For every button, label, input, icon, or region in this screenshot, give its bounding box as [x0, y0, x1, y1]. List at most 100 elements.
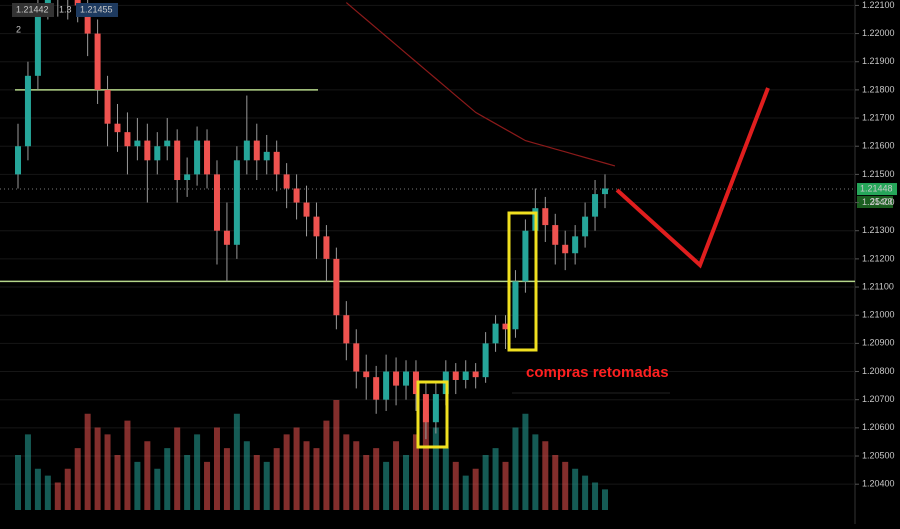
moving-average [345, 2, 616, 167]
candle-body [303, 202, 310, 217]
candle-body [15, 146, 21, 175]
last-price-label: 1.21448 [860, 183, 893, 193]
volume-bar [522, 413, 529, 510]
candle-body [283, 174, 290, 189]
volume-bar [24, 434, 31, 510]
candle-body [582, 216, 589, 237]
volume-bar [442, 448, 449, 510]
candle-body [164, 140, 171, 147]
candle-body [144, 140, 151, 161]
volume-bar [582, 475, 589, 510]
volume-bar [283, 434, 290, 510]
volume-bar [144, 441, 151, 510]
volume-bar [84, 413, 91, 510]
y-tick-label: 1.21900 [862, 56, 895, 66]
candle-body [343, 315, 350, 344]
volume-bar [64, 468, 71, 510]
volume-bar [412, 434, 419, 510]
volume-bar [263, 461, 270, 510]
plot-area [0, 0, 855, 510]
volume-bar [552, 455, 559, 510]
bid-price: 1.21442 [16, 4, 49, 14]
candle-body [263, 151, 270, 161]
y-tick-label: 1.21300 [862, 225, 895, 235]
candle-body [223, 230, 230, 245]
y-tick-label: 1.21400 [862, 197, 895, 207]
candle-body [542, 208, 549, 226]
volume-bar [472, 468, 479, 510]
volume-bar [313, 448, 320, 510]
volume-bar [74, 448, 81, 510]
volume-bar [532, 434, 539, 510]
candle-body [273, 151, 280, 175]
volume-bar [243, 441, 250, 510]
candle-body [452, 371, 459, 380]
candle-body [482, 343, 489, 378]
candle-body [323, 236, 330, 259]
price-box [12, 3, 54, 17]
y-tick-label: 1.21700 [862, 112, 895, 122]
volume-bar [154, 468, 161, 510]
candle-body [213, 174, 220, 231]
volume-bar [204, 461, 211, 510]
highlight-box [507, 211, 538, 352]
candle-body [253, 140, 260, 161]
volume-bar [343, 434, 350, 510]
volume-bar [223, 448, 230, 510]
annotation: compras retomadas [526, 364, 669, 381]
candle-body [363, 371, 370, 378]
indicator-count: 2 [16, 24, 21, 34]
candle-body [462, 371, 469, 380]
candle-body [422, 394, 429, 423]
candle-body [243, 140, 250, 161]
volume-bar [194, 434, 201, 510]
volume-bar [422, 413, 429, 510]
candle-body [552, 225, 559, 245]
volume-bar [393, 441, 400, 510]
volume-bar [502, 461, 509, 510]
candle-body [44, 0, 51, 6]
candle-body [174, 140, 181, 181]
volume-bar [572, 468, 579, 510]
candle-body [512, 281, 519, 330]
candle-body [204, 140, 211, 175]
countdown: 35:23 [870, 196, 893, 206]
candle-body [492, 323, 499, 344]
candle-body [502, 323, 509, 330]
volume-bar [602, 489, 608, 510]
volume-bar [164, 448, 171, 510]
volume-bar [492, 448, 499, 510]
volume-bar [273, 448, 280, 510]
volume-bar [34, 468, 41, 510]
y-tick-label: 1.21600 [862, 141, 895, 151]
candle-body [34, 5, 41, 76]
y-tick-label: 1.21500 [862, 169, 895, 179]
y-tick-label: 1.21800 [862, 84, 895, 94]
y-tick-label: 1.20900 [862, 338, 895, 348]
volume-bar [383, 461, 390, 510]
volume-bar [482, 455, 489, 510]
candle-body [373, 377, 380, 400]
volume-bar [94, 427, 101, 510]
candle-body [333, 258, 340, 316]
volume-bar [333, 400, 340, 510]
volume-bar [512, 427, 519, 510]
candle-body [74, 0, 81, 6]
ask-price: 1.21455 [80, 4, 113, 14]
volume-bar [134, 461, 141, 510]
candle-body [592, 194, 599, 217]
candle-body [313, 216, 320, 237]
volume-bar [363, 455, 370, 510]
projection-line [615, 87, 770, 269]
candle-body [184, 174, 191, 181]
last-price-box [857, 183, 897, 196]
candle-body [194, 140, 201, 175]
volume-bar [233, 413, 240, 510]
candle-body [233, 160, 240, 245]
candle-body [383, 371, 390, 400]
candle-body [124, 132, 131, 147]
price-box [76, 3, 118, 17]
volume-bar [303, 441, 310, 510]
candle-body [403, 371, 410, 386]
